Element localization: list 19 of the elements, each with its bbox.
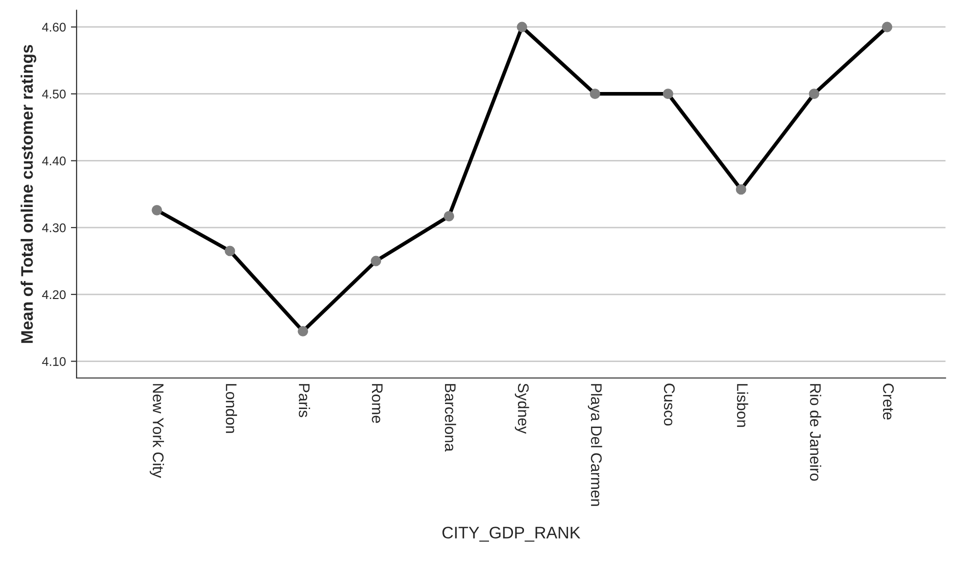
x-tick-label: Barcelona xyxy=(444,384,456,452)
y-tick-label: 4.40 xyxy=(42,156,66,166)
x-tick-label: Cusco xyxy=(664,384,675,426)
y-tick-label: 4.50 xyxy=(42,90,66,99)
y-tick-label: 4.30 xyxy=(42,223,66,232)
x-tick-label: Rio de Janeiro xyxy=(810,384,822,481)
y-tick-label: 4.60 xyxy=(42,22,66,32)
y-tick-label: 4.10 xyxy=(42,357,66,366)
x-tick-label: New York City xyxy=(150,384,164,478)
x-tick-label: Playa Del Carmen xyxy=(588,384,602,506)
x-tick-label: Crete xyxy=(883,384,894,420)
y-axis-title: Mean of Total online customer ratings xyxy=(20,44,36,343)
x-tick-label: Lisbon xyxy=(736,384,748,427)
x-axis-title: CITY_GDP_RANK xyxy=(442,526,580,542)
x-tick-label: London xyxy=(226,384,238,433)
x-tick-label: Paris xyxy=(298,384,310,418)
y-tick-label: 4.20 xyxy=(42,290,66,300)
x-tick-label: Sydney xyxy=(514,384,530,434)
x-tick-label: Rome xyxy=(372,384,383,423)
